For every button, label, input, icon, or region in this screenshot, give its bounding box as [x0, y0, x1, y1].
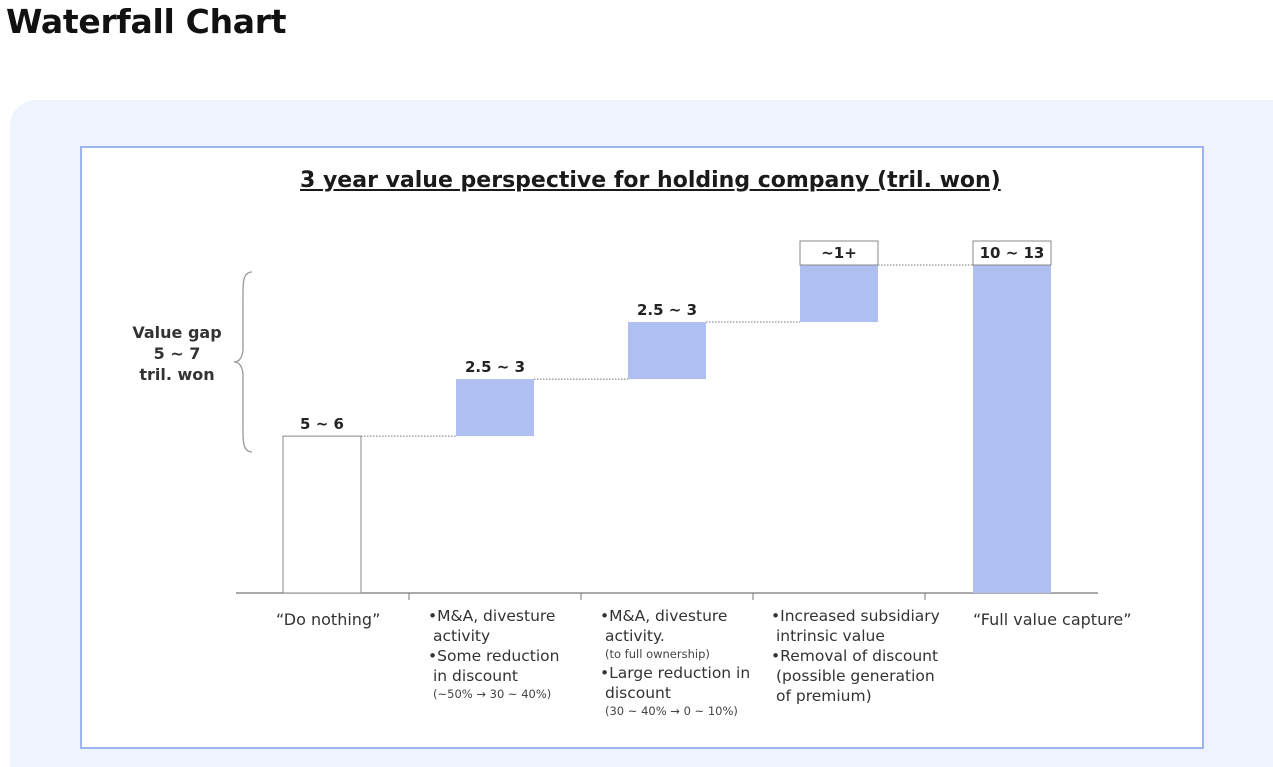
bar-label-box-4 — [972, 240, 1052, 266]
bar-value-label-3: ~1+ — [821, 244, 857, 262]
category-4-line-1: •Increased subsidiary — [771, 607, 940, 625]
bar-full-value — [973, 265, 1051, 593]
category-2-line-5: (~50% → 30 ~ 40%) — [433, 687, 552, 701]
category-label-4: •Increased subsidiary intrinsic value •Rem… — [771, 606, 940, 706]
bar-value-label-1: 2.5 ~ 3 — [465, 358, 525, 376]
category-3-line-5: discount — [605, 684, 671, 702]
bar-step-3 — [800, 265, 878, 323]
category-4-line-2: intrinsic value — [776, 627, 885, 645]
bar-label-box-3 — [799, 240, 879, 266]
category-2-line-1: •M&A, divesture — [428, 607, 556, 625]
value-gap-label: Value gap 5 ~ 7 tril. won — [118, 322, 236, 385]
bar-value-label-2: 2.5 ~ 3 — [637, 301, 697, 319]
bar-step-2 — [628, 322, 706, 380]
category-4-line-4: (possible generation — [776, 667, 935, 685]
chart-title: 3 year value perspective for holding com… — [300, 168, 1001, 193]
bar-value-label-0: 5 ~ 6 — [300, 415, 344, 433]
category-4-line-3: •Removal of discount — [771, 647, 939, 665]
category-3-line-2: activity. — [605, 627, 665, 645]
category-3-line-6: (30 ~ 40% → 0 ~ 10%) — [605, 704, 738, 718]
category-4-line-5: of premium) — [776, 687, 872, 705]
value-gap-line-3: tril. won — [139, 365, 215, 384]
bar-step-1 — [456, 379, 534, 437]
category-2-line-2: activity — [433, 627, 491, 645]
category-2-line-4: in discount — [433, 667, 519, 685]
value-gap-brace — [233, 271, 253, 453]
value-gap-line-2: 5 ~ 7 — [153, 344, 201, 363]
category-3-line-3: (to full ownership) — [605, 647, 710, 661]
bar-do-nothing — [282, 435, 362, 594]
category-label-5: “Full value capture” — [973, 610, 1132, 629]
value-gap-line-1: Value gap — [132, 323, 222, 342]
category-3-line-4: •Large reduction in — [600, 664, 751, 682]
category-label-1: “Do nothing” — [276, 610, 381, 629]
category-2-line-3: •Some reduction — [428, 647, 560, 665]
category-label-3: •M&A, divesture activity. (to full ownersh… — [600, 606, 750, 720]
bar-value-label-4: 10 ~ 13 — [980, 244, 1045, 262]
category-label-2: •M&A, divesture activity •Some reduction in… — [428, 606, 559, 703]
page-title: Waterfall Chart — [6, 2, 287, 41]
category-3-line-1: •M&A, divesture — [600, 607, 728, 625]
